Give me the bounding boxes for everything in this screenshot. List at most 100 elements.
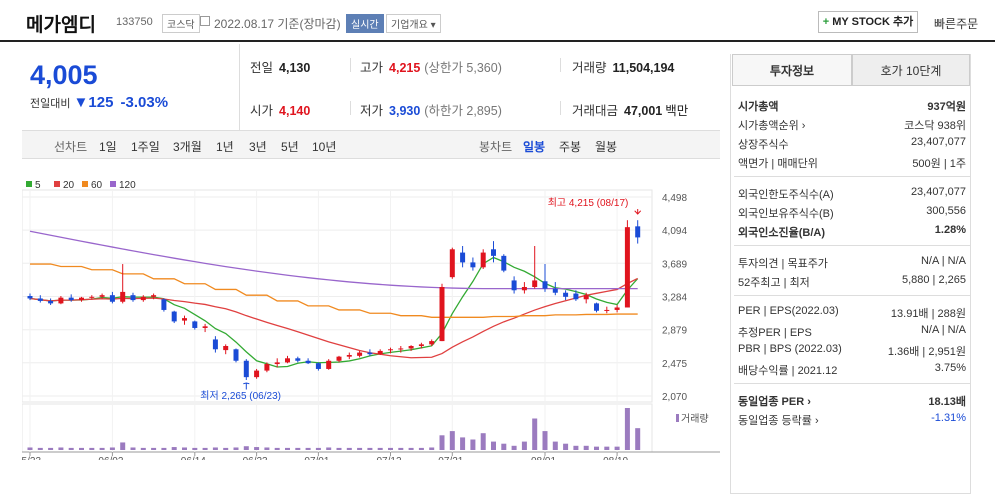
low-price: 저가 3,930 (하한가 2,895)	[360, 104, 502, 118]
candle-body	[594, 303, 599, 311]
volume-bar	[120, 442, 126, 450]
candle-body	[501, 255, 507, 271]
candle-body	[346, 355, 352, 357]
candle-body	[233, 349, 239, 361]
change-percent: -3.03%	[120, 94, 169, 111]
legend-label: 60	[91, 180, 103, 191]
tab-1y[interactable]: 1년	[216, 140, 234, 154]
volume-bar	[594, 446, 599, 450]
volume-bar	[202, 447, 208, 450]
realtime-button[interactable]: 실시간	[346, 14, 384, 33]
volume-bar	[243, 446, 249, 450]
volume-bar	[604, 446, 610, 450]
volume-bar	[68, 447, 74, 450]
volume-bar	[233, 447, 239, 450]
stock-header	[0, 0, 995, 42]
candle-body	[429, 341, 435, 345]
candle-body	[202, 326, 208, 328]
max-price-label: 최고 4,215 (08/17)	[548, 197, 629, 209]
tab-monthly[interactable]: 월봉	[595, 140, 618, 154]
info-row: 시가총액순위 › 코스닥 938위	[738, 117, 966, 133]
x-tick-label: 06/14	[181, 456, 206, 460]
divider	[560, 58, 561, 72]
divider	[734, 245, 970, 246]
tab-5y[interactable]: 5년	[281, 140, 299, 154]
volume-bar	[109, 447, 115, 450]
legend-label: 120	[119, 180, 136, 191]
candle-body	[470, 262, 476, 268]
info-row-label: 외국인보유주식수(B)	[738, 208, 834, 220]
price-change: 전일대비 ▼125 -3.03%	[30, 94, 168, 111]
volume: 거래량 11,504,194	[572, 61, 675, 75]
info-row-label: 액면가 | 매매단위	[738, 158, 818, 170]
candle-body	[295, 358, 301, 361]
candle-body	[521, 286, 527, 291]
volume-bar	[449, 431, 455, 450]
candle-body	[109, 295, 115, 302]
candle-body	[223, 346, 229, 351]
candle-body	[635, 226, 641, 238]
high-price: 고가 4,215 (상한가 5,360)	[360, 61, 502, 75]
legend-swatch	[54, 181, 60, 187]
candle-body	[542, 281, 548, 289]
volume-bar	[532, 418, 538, 450]
info-row-value: -1.31%	[931, 412, 966, 424]
candle-body	[212, 339, 218, 350]
change-value: 125	[88, 94, 114, 111]
info-row-label: 배당수익률 | 2021.12	[738, 365, 838, 377]
quick-order-link[interactable]: 빠른주문	[934, 17, 979, 31]
info-row: PER | EPS(2022.03) 13.91배 | 288원	[738, 305, 966, 321]
volume-bar	[79, 447, 84, 450]
tab-orderbook[interactable]: 호가 10단계	[852, 54, 970, 86]
tab-invest-info[interactable]: 투자정보	[732, 54, 852, 86]
info-row: 액면가 | 매매단위 500원 | 1주	[738, 155, 966, 171]
divider	[734, 295, 970, 296]
info-row: 배당수익률 | 2021.12 3.75%	[738, 362, 966, 378]
trade-amount: 거래대금 47,001 백만	[572, 104, 689, 118]
x-tick-label: 07/21	[438, 456, 463, 460]
candle-body	[357, 352, 363, 356]
info-row-label: 외국인한도주식수(A)	[738, 189, 834, 201]
company-overview-select[interactable]: 기업개요 ▾	[386, 14, 441, 33]
tab-3y[interactable]: 3년	[249, 140, 267, 154]
legend-swatch	[82, 181, 88, 187]
candle-body	[285, 358, 290, 363]
volume-bar	[37, 447, 43, 450]
add-mystock-label: MY STOCK 추가	[832, 16, 914, 28]
up-arrow-icon	[243, 382, 250, 390]
add-mystock-button[interactable]: + MY STOCK 추가	[818, 11, 918, 33]
x-tick-label: 07/12	[377, 456, 402, 460]
volume-bar	[357, 447, 363, 450]
candle-body	[151, 295, 157, 297]
info-row-label: 외국인소진율(B/A)	[738, 227, 825, 239]
x-tick-label: 06/02	[98, 456, 123, 460]
invest-info-panel	[730, 54, 971, 494]
y-tick-label: 2,879	[662, 326, 687, 337]
tab-weekly[interactable]: 주봉	[559, 140, 582, 154]
down-arrow-icon: ▼	[73, 94, 89, 111]
current-price: 4,005	[30, 60, 98, 90]
tab-1w[interactable]: 1주일	[131, 140, 160, 154]
tab-3m[interactable]: 3개월	[173, 140, 202, 154]
info-row-label: PER | EPS(2022.03)	[738, 305, 839, 317]
volume-bar	[99, 447, 105, 450]
info-row-label: 동일업종 PER ›	[738, 396, 811, 408]
tab-daily[interactable]: 일봉	[523, 140, 546, 154]
line-chart-label: 선차트	[54, 140, 88, 154]
candle-body	[243, 360, 249, 378]
volume-bar	[295, 447, 301, 450]
x-tick-label: 07/01	[304, 456, 329, 460]
volume-bar	[161, 447, 167, 450]
legend-label: 20	[63, 180, 75, 191]
info-row-value: 937억원	[927, 101, 966, 113]
volume-bar	[614, 446, 620, 450]
candle-body	[315, 363, 321, 369]
price-chart[interactable]: 5 20 60 120 4,498 4,094 3,689 3,284 2,879 2,475 2,…	[22, 160, 720, 460]
candle-body	[532, 280, 538, 287]
candle-body	[254, 370, 260, 378]
candle-body	[460, 252, 466, 263]
candle-body	[48, 300, 54, 304]
candle-body	[491, 249, 496, 256]
tab-10y[interactable]: 10년	[312, 140, 337, 154]
tab-1d[interactable]: 1일	[99, 140, 117, 154]
